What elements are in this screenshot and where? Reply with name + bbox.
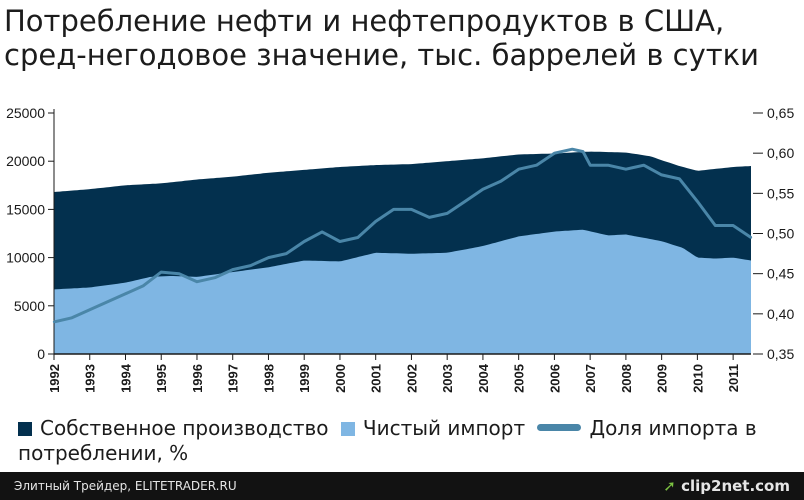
line-point-import-share (714, 224, 717, 227)
x-tick-label: 1997 (226, 364, 241, 393)
line-point-import-share (660, 173, 663, 177)
footer-bar: Элитный Трейдер, ELITETRADER.RU ➚ clip2n… (0, 472, 804, 500)
x-tick-label: 1995 (154, 364, 169, 393)
line-point-import-share (213, 276, 216, 279)
x-tick-label: 2006 (547, 364, 562, 393)
line-point-import-share (606, 164, 610, 167)
x-tick-label: 1994 (118, 363, 133, 393)
x-tick-label: 2009 (655, 364, 670, 393)
x-tick-label: 2008 (619, 364, 634, 393)
x-tick-label: 1993 (83, 364, 98, 393)
line-point-import-share (696, 200, 699, 203)
x-tick-label: 2005 (512, 364, 527, 393)
chart-areas (54, 151, 751, 354)
line-point-import-share (731, 224, 735, 227)
y-left-tick-label: 5000 (14, 298, 45, 314)
chart-axes: 0 5000 10000 15000 20000 25000 0,35 0,40 0,45 0,5… (6, 105, 794, 393)
line-point-import-share (320, 230, 324, 234)
legend: Собственное производство Чистый импорт Д… (18, 416, 798, 466)
line-point-import-share (678, 177, 681, 181)
y-left-tick-label: 25000 (6, 105, 45, 121)
line-point-import-share (303, 240, 306, 243)
legend-item-own-production: Собственное производство (18, 416, 329, 440)
line-point-import-share (88, 308, 91, 311)
area-net-import (54, 229, 751, 354)
line-point-import-share (463, 200, 467, 203)
y-right-tick-label: 0,65 (767, 105, 794, 121)
legend-label-own-production: Собственное производство (40, 416, 329, 440)
line-point-import-share (124, 292, 127, 295)
chart-canvas: 0 5000 10000 15000 20000 25000 0,35 0,40 0,45 0,5… (6, 105, 794, 393)
x-tick-label: 2000 (333, 364, 348, 393)
line-point-import-share (446, 212, 449, 215)
y-right-tick-label: 0,55 (767, 185, 794, 201)
line-point-import-share (106, 300, 109, 303)
legend-label-import-share: Доля импорта в потреблении, % (18, 416, 757, 465)
x-tick-label: 1992 (47, 364, 62, 393)
line-point-import-share (571, 148, 574, 151)
footer-source: Элитный Трейдер, ELITETRADER.RU (14, 479, 237, 493)
line-point-import-share (231, 268, 234, 271)
line-point-import-share (177, 272, 181, 275)
y-right-tick-label: 0,50 (767, 226, 794, 242)
x-tick-label: 2010 (690, 364, 705, 393)
logo-icon: ➚ (663, 477, 676, 495)
line-point-import-share (410, 208, 413, 211)
x-tick-label: 1996 (190, 364, 205, 393)
line-point-import-share (285, 252, 288, 255)
footer-logo-text: clip2net.com (681, 477, 790, 495)
legend-swatch-net-import (340, 422, 355, 436)
x-tick-label: 1999 (297, 364, 312, 393)
line-point-import-share (392, 208, 395, 211)
footer-logo[interactable]: ➚ clip2net.com (663, 477, 790, 495)
line-point-import-share (70, 316, 74, 319)
x-tick-label: 2011 (726, 364, 741, 392)
line-point-import-share (535, 164, 538, 167)
legend-item-net-import: Чистый импорт (340, 416, 526, 440)
y-left-tick-label: 0 (37, 346, 45, 362)
line-point-import-share (553, 152, 556, 155)
legend-item-import-share: Доля импорта в потреблении, % (18, 416, 757, 465)
x-tick-label: 1998 (261, 364, 276, 393)
x-tick-label: 2007 (583, 364, 598, 393)
line-point-import-share (589, 164, 592, 167)
y-left-tick-label: 15000 (6, 201, 45, 217)
legend-swatch-import-share (537, 424, 582, 431)
line-point-import-share (374, 220, 377, 223)
line-point-import-share (481, 188, 485, 191)
y-left-tick-label: 10000 (6, 250, 45, 266)
line-point-import-share (160, 270, 163, 274)
line-point-import-share (249, 264, 252, 267)
legend-label-net-import: Чистый импорт (362, 416, 526, 440)
x-tick-label: 2002 (404, 364, 419, 393)
x-tick-label: 2001 (369, 364, 384, 393)
y-right-tick-label: 0,45 (767, 266, 794, 282)
line-point-import-share (195, 280, 199, 283)
x-tick-label: 2004 (476, 363, 491, 393)
line-point-import-share (52, 320, 56, 324)
line-point-import-share (142, 284, 145, 287)
line-point-import-share (428, 216, 431, 219)
line-point-import-share (267, 256, 270, 259)
y-right-tick-label: 0,35 (767, 346, 794, 362)
line-point-import-share (356, 236, 359, 239)
chart-title: Потребление нефти и нефтепродуктов в США… (4, 4, 759, 72)
line-point-import-share (499, 180, 502, 183)
line-point-import-share (338, 240, 342, 243)
y-left-tick-label: 20000 (6, 153, 45, 169)
line-point-import-share (581, 150, 585, 153)
line-point-import-share (642, 164, 645, 167)
line-point-import-share (749, 236, 753, 239)
x-tick-label: 2003 (440, 364, 455, 393)
y-right-tick-label: 0,40 (767, 306, 794, 322)
y-right-tick-label: 0,60 (767, 145, 794, 161)
line-point-import-share (624, 168, 628, 171)
legend-swatch-own-production (18, 422, 32, 436)
chart-line (52, 147, 753, 324)
line-point-import-share (517, 168, 520, 171)
